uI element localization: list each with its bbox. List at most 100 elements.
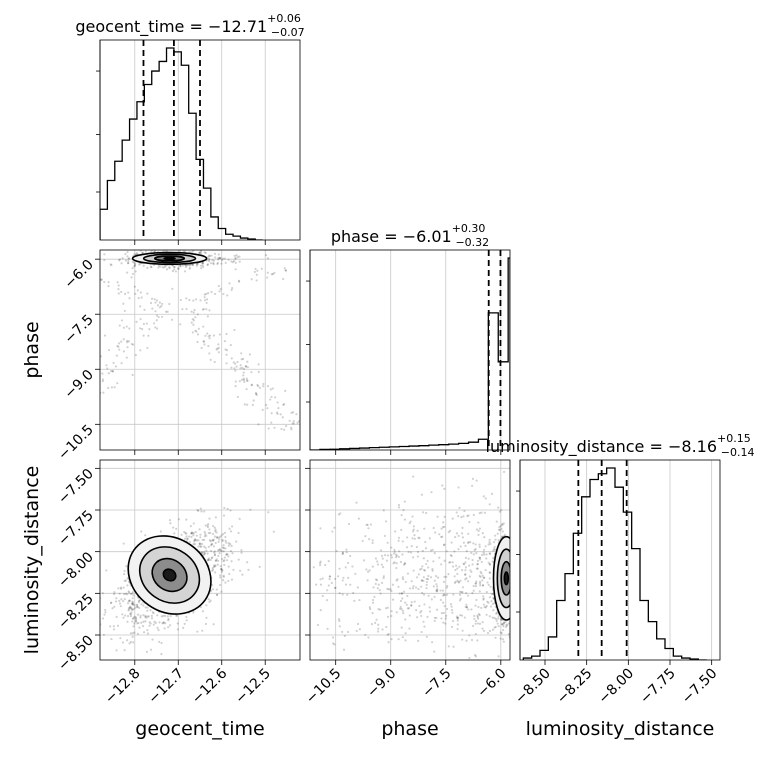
scatter-point-geocent_time-vs-phase-829 [279,413,282,416]
xlabel-geocent-time: geocent_time [135,718,264,740]
scatter-point-geocent_time-vs-phase-623 [246,379,249,382]
scatter-point-phase-vs-luminosity_distance-626 [482,629,486,633]
scatter-point-geocent_time-vs-phase-487 [139,262,142,265]
scatter-point-geocent_time-vs-luminosity_distance-840 [218,548,221,552]
scatter-point-phase-vs-luminosity_distance-1124 [382,576,385,580]
scatter-point-geocent_time-vs-phase-695 [63,423,65,425]
title-phase-minus: −0.32 [455,236,489,249]
scatter-point-geocent_time-vs-luminosity_distance-132 [213,526,216,529]
scatter-point-geocent_time-vs-phase-772 [225,349,229,352]
scatter-point-geocent_time-vs-phase-861 [107,280,110,284]
scatter-point-geocent_time-vs-luminosity_distance-1273 [216,563,219,566]
scatter-point-geocent_time-vs-luminosity_distance-1002 [162,621,165,625]
scatter-point-phase-vs-luminosity_distance-635 [456,627,459,631]
scatter-point-geocent_time-vs-phase-835 [200,346,203,350]
scatter-point-geocent_time-vs-luminosity_distance-1005 [221,539,224,543]
scatter-point-phase-vs-luminosity_distance-1137 [335,549,338,553]
panel-geocent_time-vs-phase [35,250,332,435]
scatter-point-geocent_time-vs-phase-511 [102,391,105,394]
scatter-point-geocent_time-vs-phase-701 [80,419,82,421]
scatter-point-geocent_time-vs-phase-626 [203,293,206,296]
scatter-point-geocent_time-vs-luminosity_distance-134 [230,578,234,581]
scatter-point-phase-vs-luminosity_distance-714 [442,611,445,615]
scatter-point-phase-vs-luminosity_distance-696 [451,561,454,564]
scatter-point-geocent_time-vs-phase-543 [107,348,111,352]
scatter-point-geocent_time-vs-phase-650 [101,372,104,375]
scatter-point-phase-vs-luminosity_distance-853 [459,613,462,617]
scatter-point-geocent_time-vs-phase-528 [107,285,110,288]
scatter-point-phase-vs-luminosity_distance-795 [477,605,480,609]
scatter-point-phase-vs-luminosity_distance-862 [402,590,406,593]
scatter-point-phase-vs-luminosity_distance-605 [431,569,434,572]
scatter-point-phase-vs-luminosity_distance-672 [334,586,337,589]
scatter-point-geocent_time-vs-phase-57 [131,260,134,263]
scatter-point-phase-vs-luminosity_distance-809 [464,544,467,547]
scatter-point-geocent_time-vs-luminosity_distance-1051 [90,619,92,621]
scatter-point-geocent_time-vs-phase-859 [157,315,160,319]
scatter-point-geocent_time-vs-phase-743 [291,422,294,425]
scatter-point-phase-vs-luminosity_distance-275 [502,640,505,643]
scatter-point-phase-vs-luminosity_distance-501 [418,537,421,540]
scatter-point-phase-vs-luminosity_distance-600 [355,629,358,633]
scatter-point-geocent_time-vs-phase-739 [196,340,199,344]
scatter-point-geocent_time-vs-phase-479 [177,267,180,270]
scatter-point-phase-vs-luminosity_distance-665 [432,560,435,563]
scatter-point-phase-vs-luminosity_distance-949 [408,627,411,630]
scatter-point-geocent_time-vs-luminosity_distance-777 [125,639,129,642]
scatter-point-geocent_time-vs-luminosity_distance-679 [119,586,122,589]
scatter-point-phase-vs-luminosity_distance-1130 [481,584,485,587]
scatter-point-geocent_time-vs-luminosity_distance-668 [225,553,228,556]
scatter-point-geocent_time-vs-luminosity_distance-1112 [126,584,129,587]
scatter-point-geocent_time-vs-luminosity_distance-848 [209,599,212,602]
scatter-point-phase-vs-luminosity_distance-533 [408,614,411,617]
scatter-point-geocent_time-vs-luminosity_distance-300 [218,538,221,541]
scatter-point-geocent_time-vs-luminosity_distance-957 [158,640,161,643]
scatter-point-geocent_time-vs-phase-696 [273,426,276,429]
scatter-point-geocent_time-vs-phase-752 [235,365,238,368]
scatter-point-geocent_time-vs-phase-877 [242,374,245,377]
scatter-point-geocent_time-vs-phase-570 [257,423,260,426]
scatter-point-geocent_time-vs-phase-509 [233,367,236,370]
scatter-point-phase-vs-luminosity_distance-935 [406,607,409,610]
scatter-point-geocent_time-vs-luminosity_distance-749 [192,543,195,546]
scatter-point-phase-vs-luminosity_distance-997 [481,574,484,577]
scatter-point-phase-vs-luminosity_distance-1065 [438,556,441,559]
scatter-point-geocent_time-vs-phase-842 [83,406,85,408]
scatter-point-geocent_time-vs-luminosity_distance-961 [131,602,135,606]
scatter-point-phase-vs-luminosity_distance-746 [371,541,374,545]
scatter-point-geocent_time-vs-luminosity_distance-204 [230,560,233,563]
scatter-point-geocent_time-vs-phase-805 [208,309,211,312]
scatter-point-phase-vs-luminosity_distance-987 [484,606,487,609]
scatter-point-phase-vs-luminosity_distance-1105 [416,555,420,558]
scatter-point-geocent_time-vs-phase-546 [100,278,103,281]
scatter-point-geocent_time-vs-luminosity_distance-439 [112,625,115,628]
scatter-point-geocent_time-vs-luminosity_distance-156 [240,549,243,552]
scatter-point-geocent_time-vs-luminosity_distance-639 [222,579,225,582]
scatter-point-geocent_time-vs-phase-722 [223,340,227,343]
scatter-point-geocent_time-vs-luminosity_distance-119 [203,510,206,513]
scatter-point-phase-vs-luminosity_distance-752 [451,517,454,520]
scatter-point-geocent_time-vs-luminosity_distance-289 [209,549,213,552]
panel-geocent_time-vs-luminosity_distance [90,506,275,656]
scatter-point-geocent_time-vs-phase-700 [194,329,197,332]
scatter-point-phase-vs-luminosity_distance-1107 [414,586,418,589]
scatter-point-geocent_time-vs-phase-551 [110,386,114,389]
scatter-point-geocent_time-vs-luminosity_distance-1236 [200,551,203,554]
scatter-point-geocent_time-vs-phase-795 [166,310,169,313]
scatter-point-phase-vs-luminosity_distance-1081 [430,641,434,644]
scatter-point-phase-vs-luminosity_distance-1016 [344,583,348,586]
scatter-point-geocent_time-vs-phase-803 [269,398,272,401]
scatter-point-geocent_time-vs-phase-869 [224,348,227,351]
scatter-point-geocent_time-vs-phase-594 [58,402,60,404]
scatter-point-phase-vs-luminosity_distance-668 [425,635,428,638]
scatter-point-phase-vs-luminosity_distance-884 [411,530,415,533]
scatter-point-geocent_time-vs-phase-253 [224,261,227,264]
scatter-point-geocent_time-vs-phase-709 [179,298,182,302]
scatter-point-geocent_time-vs-phase-533 [67,417,69,419]
scatter-point-geocent_time-vs-phase-631 [67,403,69,405]
scatter-point-geocent_time-vs-phase-756 [35,412,37,414]
scatter-point-geocent_time-vs-phase-830 [93,370,95,372]
scatter-point-geocent_time-vs-phase-809 [330,433,332,435]
scatter-point-geocent_time-vs-phase-851 [191,317,194,321]
scatter-point-geocent_time-vs-luminosity_distance-959 [221,557,224,561]
